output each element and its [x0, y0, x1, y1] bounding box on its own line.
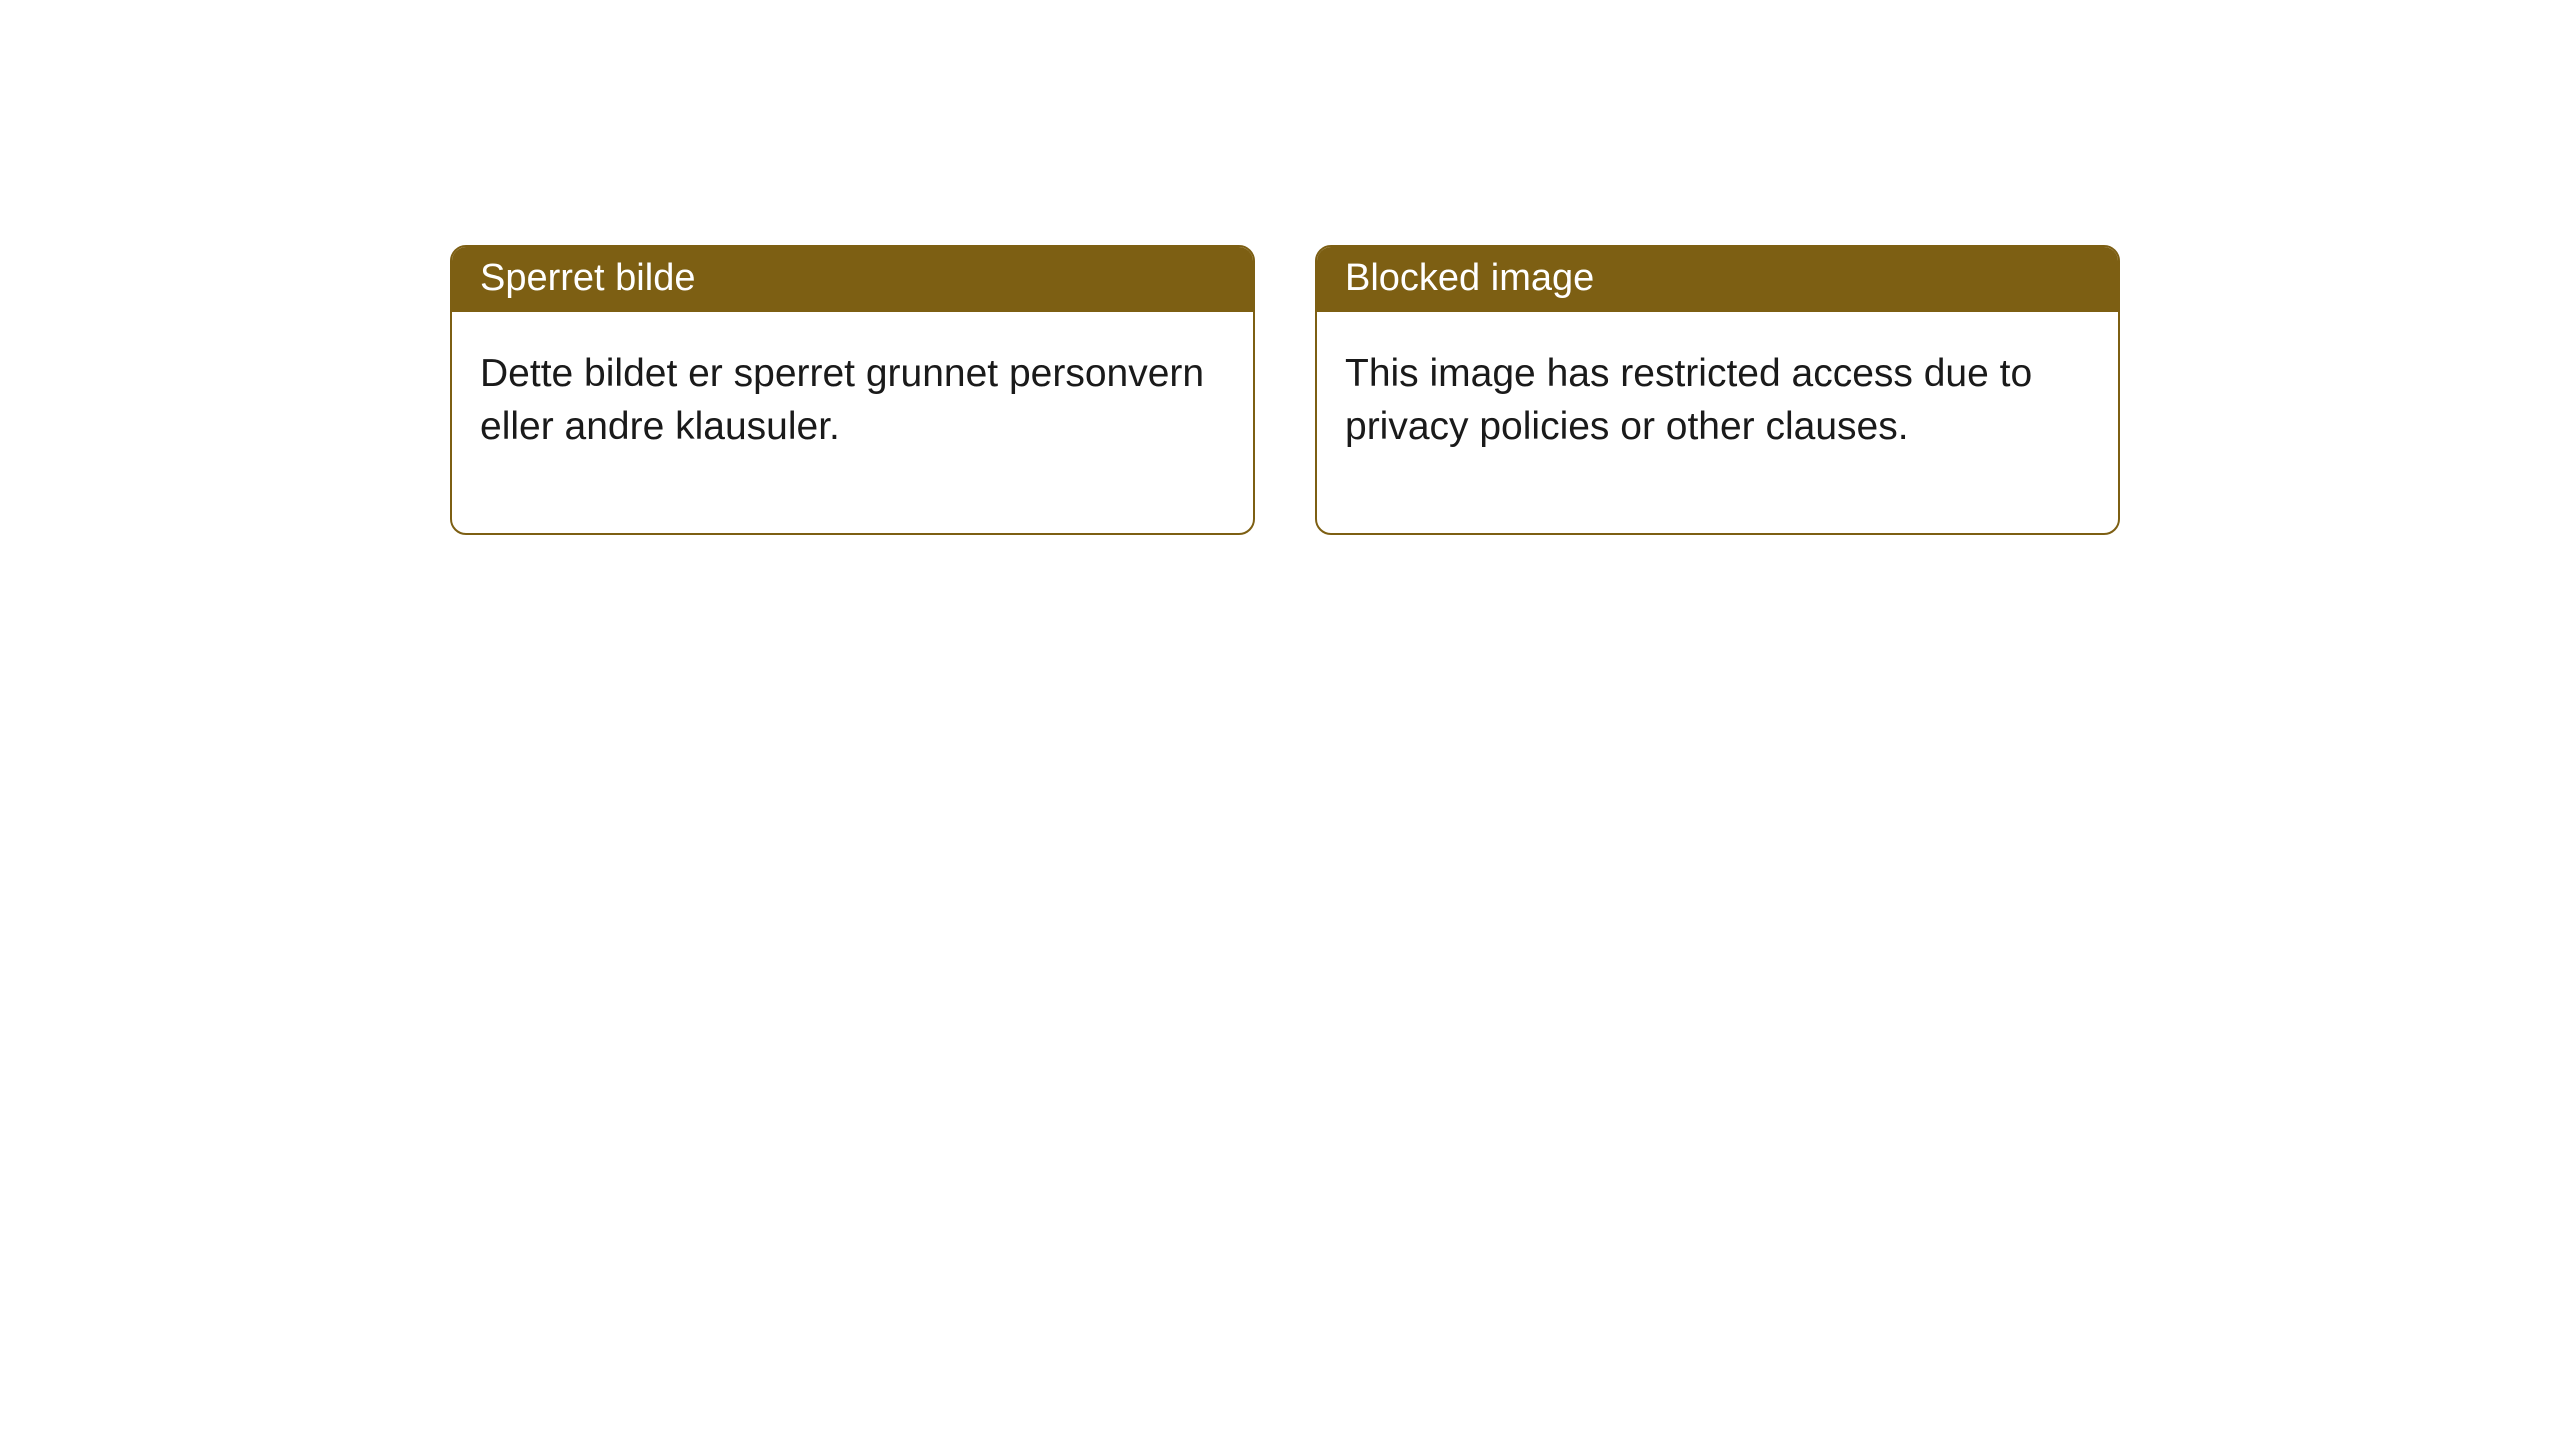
card-title-no: Sperret bilde [480, 257, 695, 299]
card-body-text-no: Dette bildet er sperret grunnet personve… [480, 352, 1204, 448]
card-header-no: Sperret bilde [452, 247, 1253, 312]
card-body-text-en: This image has restricted access due to … [1345, 352, 2032, 448]
card-body-no: Dette bildet er sperret grunnet personve… [452, 312, 1253, 533]
card-body-en: This image has restricted access due to … [1317, 312, 2118, 533]
card-header-en: Blocked image [1317, 247, 2118, 312]
blocked-image-card-no: Sperret bilde Dette bildet er sperret gr… [450, 245, 1255, 535]
card-title-en: Blocked image [1345, 257, 1594, 299]
cards-container: Sperret bilde Dette bildet er sperret gr… [0, 0, 2560, 535]
blocked-image-card-en: Blocked image This image has restricted … [1315, 245, 2120, 535]
